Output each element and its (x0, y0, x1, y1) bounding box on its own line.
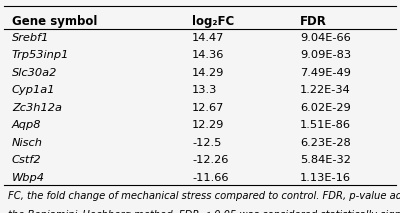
Text: 6.23E-28: 6.23E-28 (300, 138, 351, 148)
Text: 6.02E-29: 6.02E-29 (300, 103, 351, 113)
Text: FDR: FDR (300, 15, 327, 28)
Text: Srebf1: Srebf1 (12, 33, 49, 43)
Text: -11.66: -11.66 (192, 173, 228, 183)
Text: 1.22E-34: 1.22E-34 (300, 85, 351, 95)
Text: Gene symbol: Gene symbol (12, 15, 97, 28)
Text: 14.47: 14.47 (192, 33, 224, 43)
Text: Wbp4: Wbp4 (12, 173, 45, 183)
Text: Cstf2: Cstf2 (12, 155, 42, 165)
Text: 9.09E-83: 9.09E-83 (300, 50, 351, 60)
Text: 1.51E-86: 1.51E-86 (300, 120, 351, 130)
Text: Nisch: Nisch (12, 138, 43, 148)
Text: Trp53inp1: Trp53inp1 (12, 50, 69, 60)
Text: -12.5: -12.5 (192, 138, 221, 148)
Text: 12.67: 12.67 (192, 103, 224, 113)
Text: the Benjamini–Hochberg method. FDR < 0.05 was considered statistically significa: the Benjamini–Hochberg method. FDR < 0.0… (8, 210, 400, 213)
Text: log₂FC: log₂FC (192, 15, 234, 28)
Text: 14.36: 14.36 (192, 50, 224, 60)
Text: 7.49E-49: 7.49E-49 (300, 68, 351, 78)
Text: 14.29: 14.29 (192, 68, 224, 78)
Text: -12.26: -12.26 (192, 155, 228, 165)
Text: Zc3h12a: Zc3h12a (12, 103, 62, 113)
Text: Slc30a2: Slc30a2 (12, 68, 57, 78)
Text: 9.04E-66: 9.04E-66 (300, 33, 351, 43)
Text: Cyp1a1: Cyp1a1 (12, 85, 56, 95)
Text: FC, the fold change of mechanical stress compared to control. FDR, p-value adjus: FC, the fold change of mechanical stress… (8, 191, 400, 201)
Text: 13.3: 13.3 (192, 85, 217, 95)
Text: 12.29: 12.29 (192, 120, 224, 130)
Text: 1.13E-16: 1.13E-16 (300, 173, 351, 183)
Text: 5.84E-32: 5.84E-32 (300, 155, 351, 165)
Text: Aqp8: Aqp8 (12, 120, 42, 130)
